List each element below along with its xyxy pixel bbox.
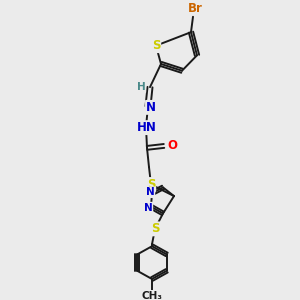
Text: H: H <box>136 82 146 92</box>
Text: N: N <box>144 203 152 213</box>
Text: S: S <box>151 222 159 236</box>
Text: HN: HN <box>137 121 157 134</box>
Text: CH₃: CH₃ <box>142 291 163 300</box>
Text: Br: Br <box>188 2 202 15</box>
Text: S: S <box>147 178 155 191</box>
Text: N: N <box>146 187 154 197</box>
Text: S: S <box>152 39 160 52</box>
Text: O: O <box>167 140 177 152</box>
Text: N: N <box>146 101 156 114</box>
